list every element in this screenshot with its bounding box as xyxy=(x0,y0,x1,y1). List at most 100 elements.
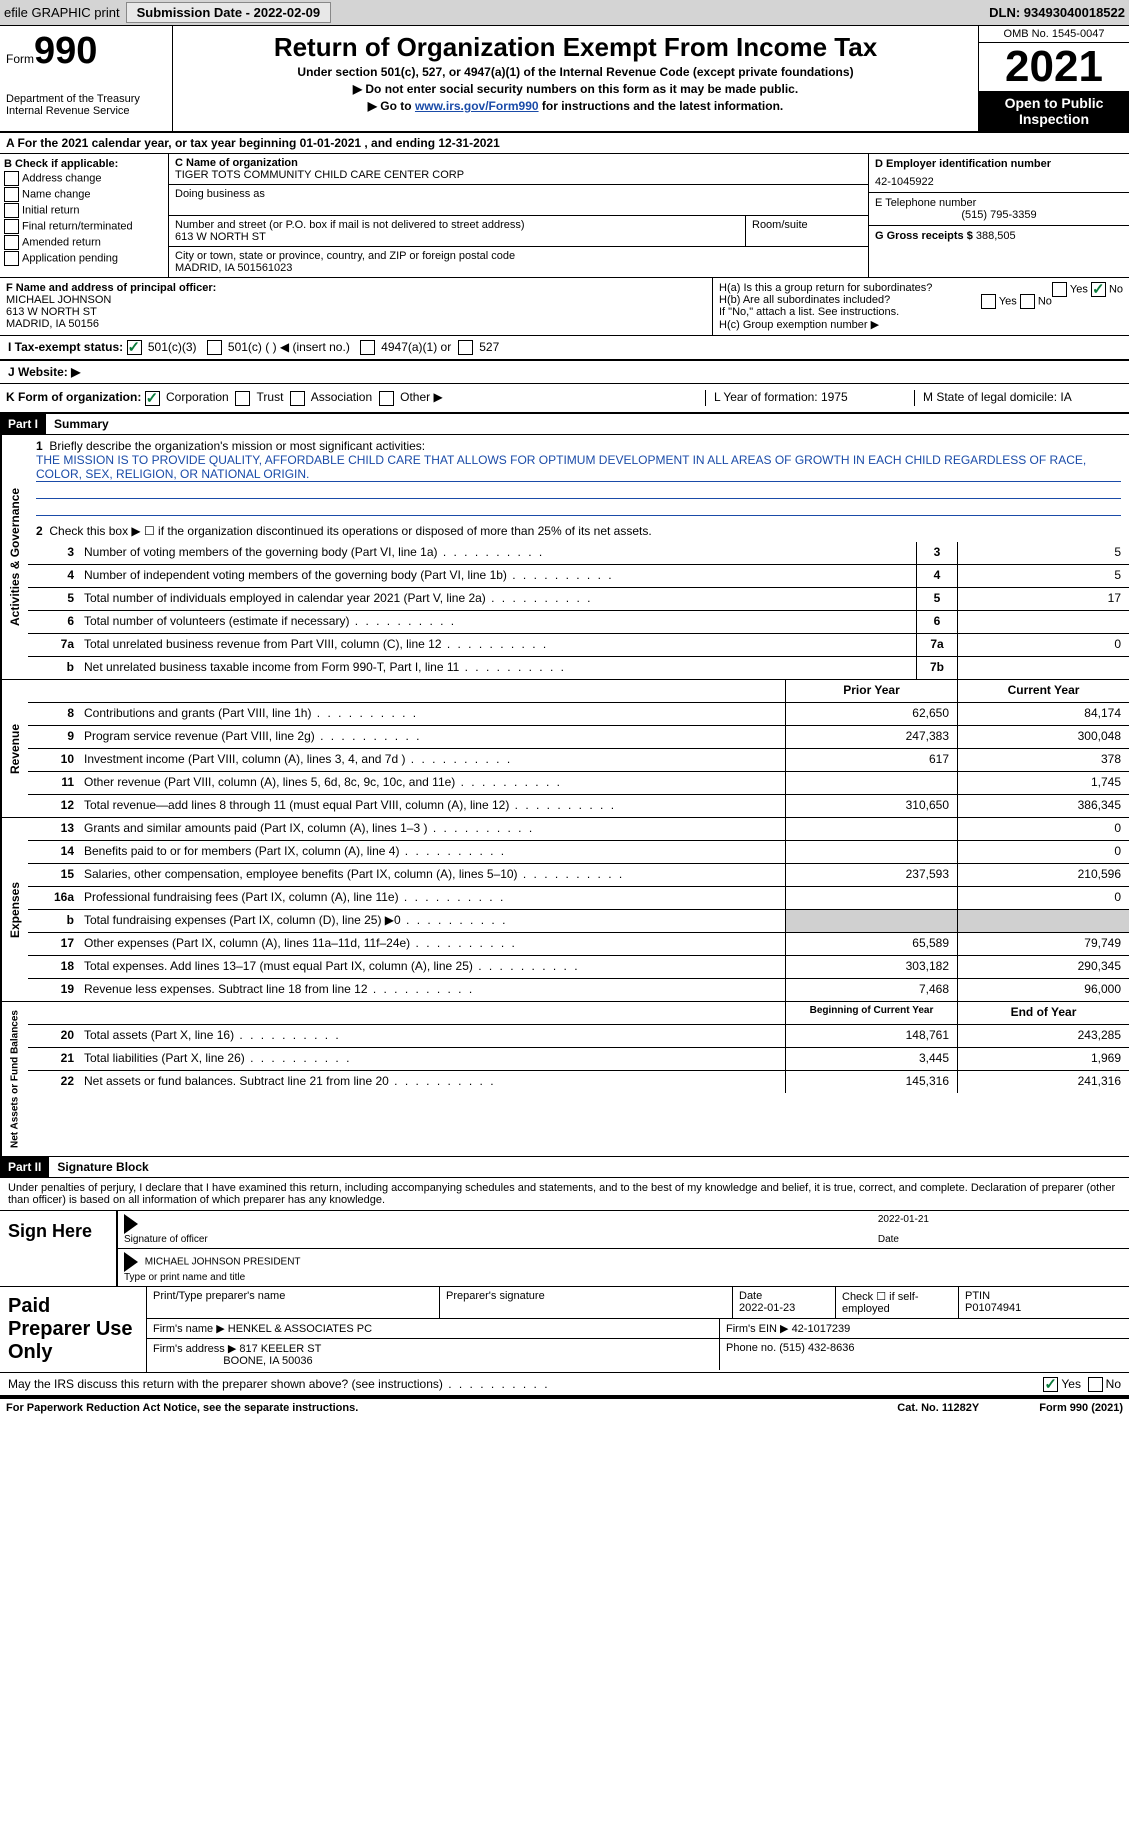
check-association[interactable] xyxy=(290,391,305,406)
paid-preparer-label: Paid Preparer Use Only xyxy=(0,1287,146,1372)
check-corporation[interactable] xyxy=(145,391,160,406)
check-name-change[interactable]: Name change xyxy=(4,187,164,202)
check-527[interactable] xyxy=(458,340,473,355)
current-19: 96,000 xyxy=(957,979,1129,1001)
current-16a: 0 xyxy=(957,887,1129,909)
prior-10: 617 xyxy=(785,749,957,771)
principal-officer: F Name and address of principal officer:… xyxy=(0,278,713,335)
city-state-zip: MADRID, IA 501561023 xyxy=(175,262,862,274)
discuss-yes[interactable] xyxy=(1043,1377,1058,1392)
irs-link[interactable]: www.irs.gov/Form990 xyxy=(415,99,539,113)
expenses-section: Expenses 13 Grants and similar amounts p… xyxy=(0,818,1129,1002)
column-c: C Name of organization TIGER TOTS COMMUN… xyxy=(169,154,868,277)
firm-address: 817 KEELER ST xyxy=(239,1343,321,1355)
column-b: B Check if applicable: Address change Na… xyxy=(0,154,169,277)
tax-year: 2021 xyxy=(979,43,1129,91)
summary-row-17: 17 Other expenses (Part IX, column (A), … xyxy=(28,933,1129,956)
current-year-header: Current Year xyxy=(957,680,1129,702)
room-suite: Room/suite xyxy=(746,216,868,246)
org-name-cell: C Name of organization TIGER TOTS COMMUN… xyxy=(169,154,868,185)
preparer-date: 2022-01-23 xyxy=(739,1302,795,1314)
summary-row-21: 21 Total liabilities (Part X, line 26) 3… xyxy=(28,1048,1129,1071)
discuss-no[interactable] xyxy=(1088,1377,1103,1392)
ein-value: 42-1045922 xyxy=(875,176,1123,188)
value-6 xyxy=(957,611,1129,633)
ein-cell: D Employer identification number 42-1045… xyxy=(869,154,1129,193)
column-d: D Employer identification number 42-1045… xyxy=(868,154,1129,277)
check-application-pending[interactable]: Application pending xyxy=(4,251,164,266)
prior-21: 3,445 xyxy=(785,1048,957,1070)
form-subtitle: Under section 501(c), 527, or 4947(a)(1)… xyxy=(181,65,970,79)
street-address: 613 W NORTH ST xyxy=(175,231,739,243)
net-column-header-row: Beginning of Current Year End of Year xyxy=(28,1002,1129,1025)
summary-row-5: 5 Total number of individuals employed i… xyxy=(28,588,1129,611)
current-21: 1,969 xyxy=(957,1048,1129,1070)
current-8: 84,174 xyxy=(957,703,1129,725)
submission-date-button[interactable]: Submission Date - 2022-02-09 xyxy=(126,2,332,23)
firm-name: HENKEL & ASSOCIATES PC xyxy=(228,1323,372,1335)
summary-row-13: 13 Grants and similar amounts paid (Part… xyxy=(28,818,1129,841)
row-k: K Form of organization: Corporation Trus… xyxy=(0,384,1129,413)
prior-8: 62,650 xyxy=(785,703,957,725)
summary-row-18: 18 Total expenses. Add lines 13–17 (must… xyxy=(28,956,1129,979)
efile-label: efile GRAPHIC print xyxy=(4,5,120,20)
summary-row-8: 8 Contributions and grants (Part VIII, l… xyxy=(28,703,1129,726)
top-bar: efile GRAPHIC print Submission Date - 20… xyxy=(0,0,1129,26)
current-12: 386,345 xyxy=(957,795,1129,817)
address-row: Number and street (or P.O. box if mail i… xyxy=(169,216,868,246)
prior-14 xyxy=(785,841,957,863)
side-label-expenses: Expenses xyxy=(0,818,28,1001)
mission-text: THE MISSION IS TO PROVIDE QUALITY, AFFOR… xyxy=(36,453,1121,482)
current-22: 241,316 xyxy=(957,1071,1129,1093)
summary-row-12: 12 Total revenue—add lines 8 through 11 … xyxy=(28,795,1129,817)
prior-9: 247,383 xyxy=(785,726,957,748)
dept-label: Department of the Treasury xyxy=(6,93,166,105)
prior-17: 65,589 xyxy=(785,933,957,955)
summary-row-11: 11 Other revenue (Part VIII, column (A),… xyxy=(28,772,1129,795)
prior-b xyxy=(785,910,957,932)
current-15: 210,596 xyxy=(957,864,1129,886)
prior-12: 310,650 xyxy=(785,795,957,817)
officer-printed-name: MICHAEL JOHNSON PRESIDENT xyxy=(145,1256,301,1267)
prior-11 xyxy=(785,772,957,794)
value-b xyxy=(957,657,1129,679)
summary-row-22: 22 Net assets or fund balances. Subtract… xyxy=(28,1071,1129,1093)
check-501c[interactable] xyxy=(207,340,222,355)
preparer-sig-label: Preparer's signature xyxy=(440,1287,733,1318)
year-box: OMB No. 1545-0047 2021 Open to Public In… xyxy=(978,26,1129,131)
summary-row-19: 19 Revenue less expenses. Subtract line … xyxy=(28,979,1129,1001)
instruction-line-2: ▶ Go to www.irs.gov/Form990 for instruct… xyxy=(181,99,970,113)
state-domicile: M State of legal domicile: IA xyxy=(914,390,1123,405)
sig-date: 2022-01-21 xyxy=(878,1214,929,1225)
check-initial-return[interactable]: Initial return xyxy=(4,203,164,218)
check-amended-return[interactable]: Amended return xyxy=(4,235,164,250)
check-address-change[interactable]: Address change xyxy=(4,171,164,186)
current-10: 378 xyxy=(957,749,1129,771)
prior-year-header: Prior Year xyxy=(785,680,957,702)
check-trust[interactable] xyxy=(235,391,250,406)
prior-19: 7,468 xyxy=(785,979,957,1001)
summary-row-10: 10 Investment income (Part VIII, column … xyxy=(28,749,1129,772)
phone-cell: E Telephone number (515) 795-3359 xyxy=(869,193,1129,226)
check-501c3[interactable] xyxy=(127,340,142,355)
summary-row-15: 15 Salaries, other compensation, employe… xyxy=(28,864,1129,887)
summary-row-6: 6 Total number of volunteers (estimate i… xyxy=(28,611,1129,634)
arrow-icon xyxy=(124,1252,138,1272)
phone-value: (515) 795-3359 xyxy=(875,209,1123,221)
dba-cell: Doing business as xyxy=(169,185,868,216)
paid-preparer-section: Paid Preparer Use Only Print/Type prepar… xyxy=(0,1286,1129,1373)
summary-row-14: 14 Benefits paid to or for members (Part… xyxy=(28,841,1129,864)
check-final-return[interactable]: Final return/terminated xyxy=(4,219,164,234)
omb-label: OMB No. 1545-0047 xyxy=(979,26,1129,43)
b-label: B Check if applicable: xyxy=(4,158,164,170)
revenue-section: Revenue Prior Year Current Year 8 Contri… xyxy=(0,680,1129,818)
gross-receipts-value: 388,505 xyxy=(976,230,1016,242)
cat-number: Cat. No. 11282Y xyxy=(897,1402,979,1414)
activities-governance-section: Activities & Governance 1 Briefly descri… xyxy=(0,435,1129,680)
form-number-box: Form990 Department of the Treasury Inter… xyxy=(0,26,173,131)
sign-here-row: Sign Here 2022-01-21 Signature of office… xyxy=(0,1210,1129,1286)
summary-row-9: 9 Program service revenue (Part VIII, li… xyxy=(28,726,1129,749)
check-4947[interactable] xyxy=(360,340,375,355)
self-employed-check[interactable]: Check ☐ if self-employed xyxy=(836,1287,959,1318)
check-other[interactable] xyxy=(379,391,394,406)
